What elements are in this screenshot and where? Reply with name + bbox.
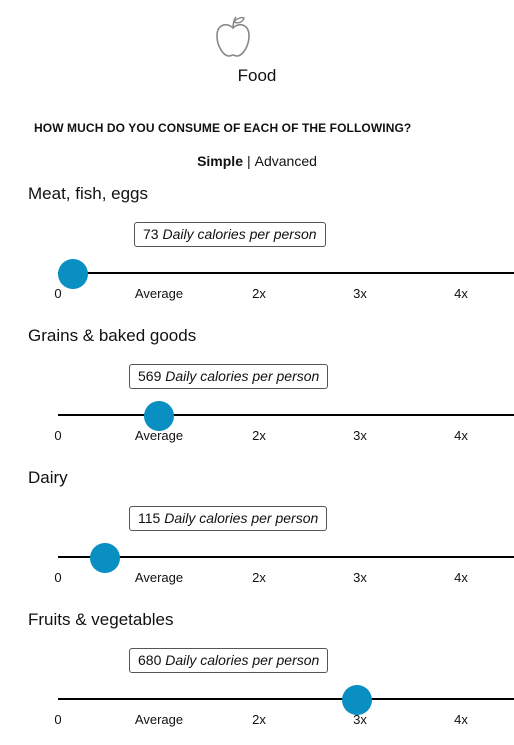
slider-track[interactable] [58, 698, 514, 700]
calorie-value: 680 [138, 652, 162, 668]
category-slider-group: Fruits & vegetables 680 Daily calories pe… [0, 610, 514, 745]
slider-track[interactable] [58, 556, 514, 558]
mode-separator: | [246, 153, 251, 169]
calorie-unit-label: Daily calories per person [165, 368, 320, 384]
scale-tick-label: 3x [353, 428, 367, 443]
scale-tick-label: 0 [54, 570, 62, 585]
calorie-value: 73 [143, 226, 159, 242]
scale-tick-label: 2x [252, 570, 266, 585]
scale-tick-label: 4x [454, 570, 468, 585]
slider-thumb[interactable] [144, 401, 174, 431]
mode-toggle: Simple | Advanced [0, 153, 514, 169]
scale-tick-label: 3x [353, 712, 367, 727]
scale-tick-label: Average [134, 428, 184, 443]
category-slider-group: Meat, fish, eggs 73 Daily calories per pe… [0, 184, 514, 326]
slider-thumb[interactable] [58, 259, 89, 289]
category-slider-group: Dairy 115 Daily calories per person 0 Avera… [0, 468, 514, 610]
scale-tick-label: 2x [252, 286, 266, 301]
calorie-value-box: 569 Daily calories per person [129, 364, 329, 389]
slider-thumb[interactable] [341, 685, 372, 715]
scale-tick-label: Average [134, 286, 184, 301]
scale-tick-label: 4x [454, 286, 468, 301]
category-title: Meat, fish, eggs [28, 184, 149, 203]
scale-tick-label: 3x [353, 570, 367, 585]
simple-mode-link[interactable]: Simple [197, 153, 243, 169]
scale-tick-label: 4x [454, 428, 468, 443]
category-slider-group: Grains & baked goods 569 Daily calories p… [0, 326, 514, 468]
calorie-value-box: 115 Daily calories per person [129, 506, 328, 531]
scale-tick-label: 2x [252, 428, 266, 443]
category-title: Fruits & vegetables [28, 610, 174, 629]
scale-tick-label: 3x [353, 286, 367, 301]
scale-tick-label: 0 [54, 286, 62, 301]
scale-tick-label: 0 [54, 428, 62, 443]
scale-tick-label: 2x [252, 712, 266, 727]
calorie-value: 115 [138, 510, 161, 526]
calorie-value: 569 [138, 368, 162, 384]
slider-track[interactable] [58, 414, 514, 416]
calorie-unit-label: Daily calories per person [165, 652, 320, 668]
section-title: Food [237, 66, 277, 85]
scale-tick-label: 0 [54, 712, 62, 727]
question-heading: HOW MUCH DO YOU CONSUME OF EACH OF THE F… [34, 121, 412, 135]
scale-tick-label: 4x [454, 712, 468, 727]
advanced-mode-link[interactable]: Advanced [254, 153, 317, 169]
category-title: Dairy [28, 468, 68, 487]
slider-track[interactable] [58, 272, 514, 274]
scale-tick-label: Average [134, 712, 184, 727]
scale-tick-label: Average [134, 570, 184, 585]
calorie-value-box: 680 Daily calories per person [129, 648, 329, 673]
calorie-value-box: 73 Daily calories per person [134, 222, 326, 247]
calorie-unit-label: Daily calories per person [164, 510, 319, 526]
calorie-unit-label: Daily calories per person [162, 226, 317, 242]
slider-thumb[interactable] [90, 543, 121, 573]
apple-icon [213, 14, 253, 58]
category-title: Grains & baked goods [28, 326, 197, 345]
